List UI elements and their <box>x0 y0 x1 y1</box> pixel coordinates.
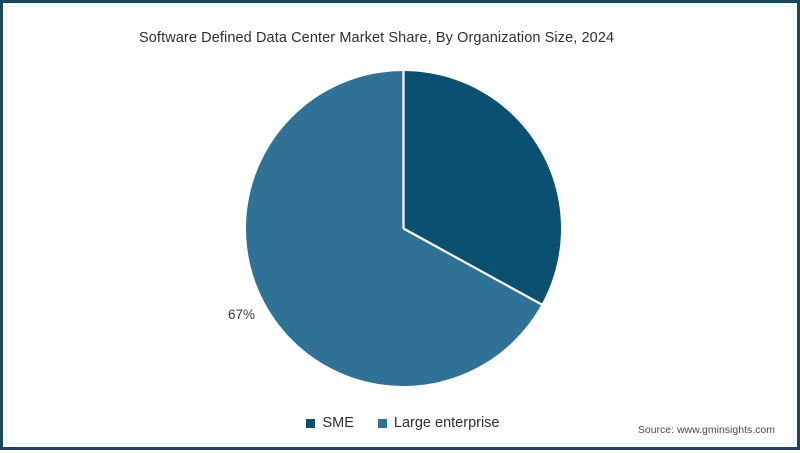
legend-swatch-large-enterprise-icon <box>377 418 387 428</box>
pie-separator-right <box>402 227 543 306</box>
legend-label-sme: SME <box>322 415 354 431</box>
legend-label-large-enterprise: Large enterprise <box>393 415 500 431</box>
chart-title: Software Defined Data Center Market Shar… <box>139 30 615 46</box>
pie-chart-svg <box>246 71 561 386</box>
pie-data-label-large-enterprise: 67% <box>228 307 256 322</box>
legend-item-sme[interactable]: SME <box>306 415 354 431</box>
legend-swatch-sme-icon <box>306 418 316 428</box>
legend-item-large-enterprise[interactable]: Large enterprise <box>377 415 500 431</box>
pie-slice-sme[interactable] <box>403 71 562 305</box>
source-note: Source: www.gminsights.com <box>637 424 775 436</box>
pie-chart-area: 67% <box>3 3 800 453</box>
chart-legend: SME Large enterprise <box>3 415 800 431</box>
pie-slice-large-enterprise[interactable] <box>246 71 542 386</box>
